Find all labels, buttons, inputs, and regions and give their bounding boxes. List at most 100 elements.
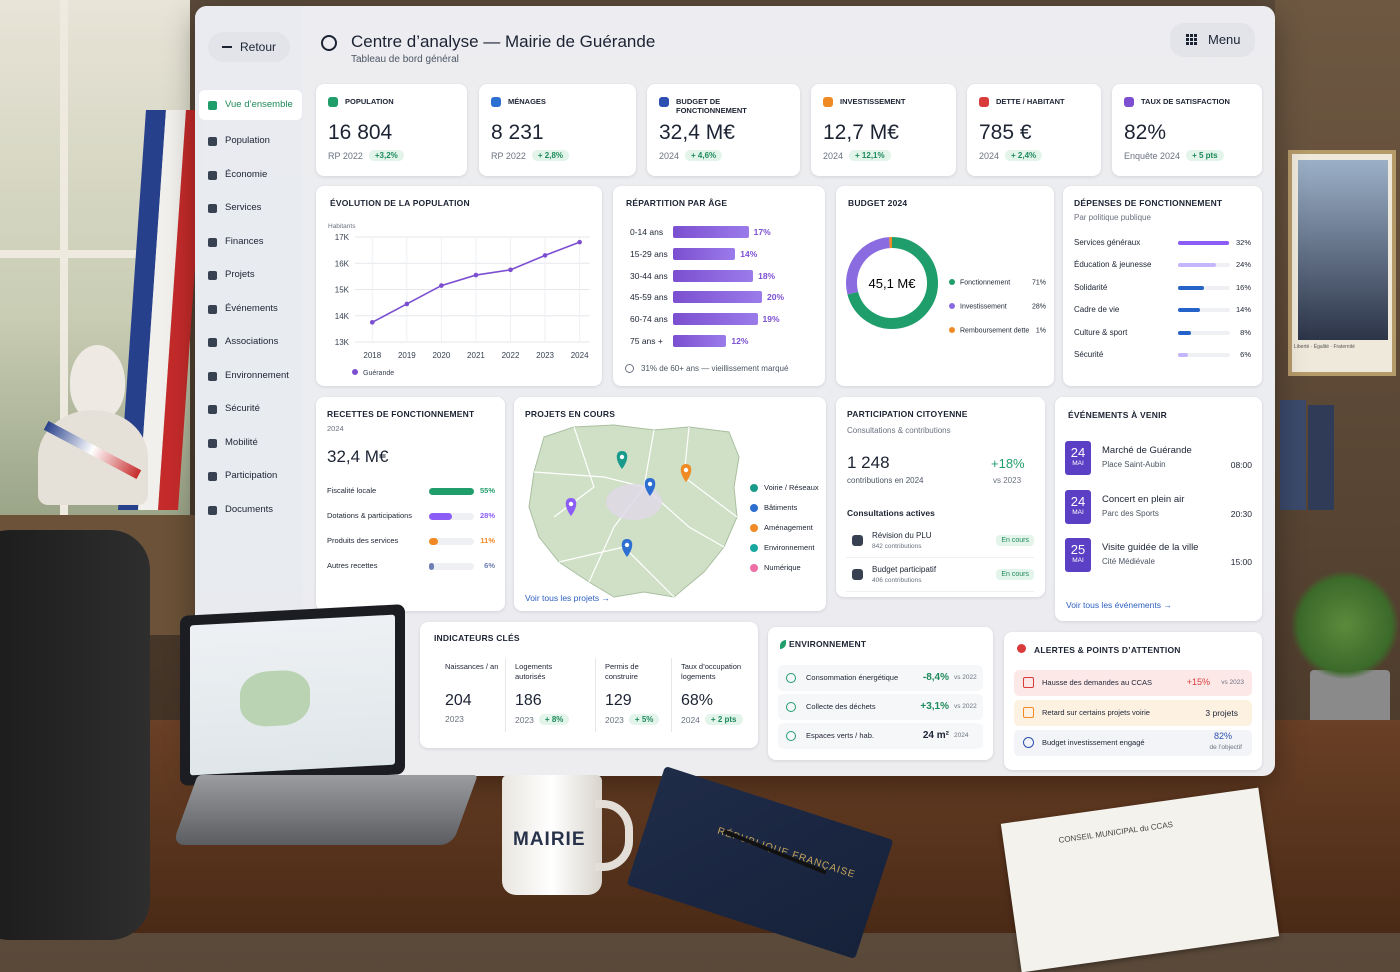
nav-item[interactable]: Environnement (199, 361, 302, 391)
env-note: vs 2022 (954, 674, 977, 681)
map-pin-dot (684, 468, 688, 472)
menu-button[interactable]: Menu (1170, 23, 1255, 57)
env-value: 24 m² (923, 730, 949, 741)
environment-card: ENVIRONNEMENT Consommation énergétique -8,… (768, 627, 993, 760)
menu-icon-dot (1190, 38, 1193, 41)
event-place: Place Saint-Aubin (1102, 460, 1166, 469)
bar (1178, 263, 1216, 267)
nav-item[interactable]: Associations (199, 327, 302, 357)
indicator-year: 2023 (515, 715, 534, 725)
date-day: 25 (1065, 542, 1091, 557)
category-label: Éducation & jeunesse (1074, 260, 1151, 269)
menu-label: Menu (1208, 32, 1241, 47)
category-label: 75 ans + (630, 336, 663, 346)
category-label: 30-44 ans (630, 271, 668, 281)
menu-icon-dot (1194, 42, 1197, 45)
alert-note: de l’objectif (1209, 744, 1242, 751)
nav-item[interactable]: Vue d’ensemble (199, 90, 302, 120)
card-title: ENVIRONNEMENT (789, 639, 866, 649)
point (508, 268, 513, 273)
y-tick-label: 17K (335, 233, 350, 242)
category-label: 45-59 ans (630, 292, 668, 302)
nav-label: Environnement (225, 370, 289, 381)
alert-row-icon (1023, 677, 1034, 688)
alert-value: 3 projets (1205, 708, 1238, 718)
bar (673, 335, 726, 347)
kpi-value: 16 804 (328, 121, 392, 145)
env-label: Collecte des déchets (806, 702, 876, 711)
indicator-year: 2023 (605, 715, 624, 725)
kpi-label: TAUX DE SATISFACTION (1141, 97, 1251, 106)
kpi-label: DETTE / HABITANT (996, 97, 1090, 106)
date-month: MAI (1065, 509, 1091, 516)
menu-icon-dot (1194, 38, 1197, 41)
env-value: -8,4% (923, 672, 949, 683)
nav-icon (208, 472, 217, 481)
nav-label: Projets (225, 269, 255, 280)
event-name: Visite guidée de la ville (1102, 542, 1198, 553)
env-label: Consommation énergétique (806, 673, 898, 682)
category-label: 60-74 ans (630, 314, 668, 324)
nav-icon (208, 506, 217, 515)
category-label: Services généraux (1074, 238, 1140, 247)
divider (671, 658, 672, 732)
nav-item[interactable]: Finances (199, 227, 302, 257)
indicator-value: 186 (515, 692, 542, 710)
nav-item[interactable]: Documents (199, 495, 302, 525)
back-button[interactable]: Retour (208, 32, 290, 62)
indicator-footer: 2023 + 5% (605, 714, 659, 725)
kpi-delta: + 2,8% (532, 150, 569, 161)
menu-icon-dot (1194, 34, 1197, 37)
event-time: 20:30 (1231, 509, 1252, 519)
indicator-label: Permis de construire (605, 662, 669, 682)
nav-item[interactable]: Mobilité (199, 428, 302, 458)
y-tick-label: 16K (335, 259, 350, 268)
indicator-footer: 2023 (445, 714, 464, 724)
nav-item[interactable]: Événements (199, 294, 302, 324)
x-tick-label: 2024 (571, 351, 589, 360)
value-label: 17% (754, 227, 771, 237)
nav-item[interactable]: Services (199, 193, 302, 223)
card-title: ÉVÉNEMENTS À VENIR (1068, 410, 1167, 420)
menu-icon-dot (1190, 42, 1193, 45)
indicator-delta: + 5% (629, 714, 659, 725)
info-icon (625, 364, 634, 373)
legend-label: Voirie / Réseaux (764, 483, 819, 492)
nav-icon (208, 171, 217, 180)
category-label: Solidarité (1074, 283, 1107, 292)
row-note: 842 contributions (872, 543, 922, 550)
kpi-icon (328, 97, 338, 107)
kpi-value: 32,4 M€ (659, 121, 735, 145)
menu-icon-dot (1186, 34, 1189, 37)
bar (429, 488, 474, 495)
y-tick-label: 14K (335, 312, 350, 321)
count-note: contributions en 2024 (847, 476, 924, 485)
legend-label: Guérande (363, 370, 394, 377)
nav-icon (208, 305, 217, 314)
link[interactable]: Voir tous les événements → (1066, 600, 1172, 610)
nav-item[interactable]: Économie (199, 160, 302, 190)
plant-leaves (1290, 570, 1400, 680)
link[interactable]: Voir tous les projets → (525, 593, 610, 603)
chart-title: DÉPENSES DE FONCTIONNEMENT (1074, 198, 1222, 208)
kpi-delta: +3,2% (369, 150, 404, 161)
nav-item[interactable]: Sécurité (199, 394, 302, 424)
nav-item[interactable]: Population (199, 126, 302, 156)
laptop-base (172, 775, 477, 845)
nav-item[interactable]: Projets (199, 260, 302, 290)
bar (673, 270, 753, 282)
nav-item[interactable]: Participation (199, 461, 302, 491)
kpi-delta: + 12,1% (849, 150, 891, 161)
date-day: 24 (1065, 445, 1091, 460)
bar (673, 313, 758, 325)
